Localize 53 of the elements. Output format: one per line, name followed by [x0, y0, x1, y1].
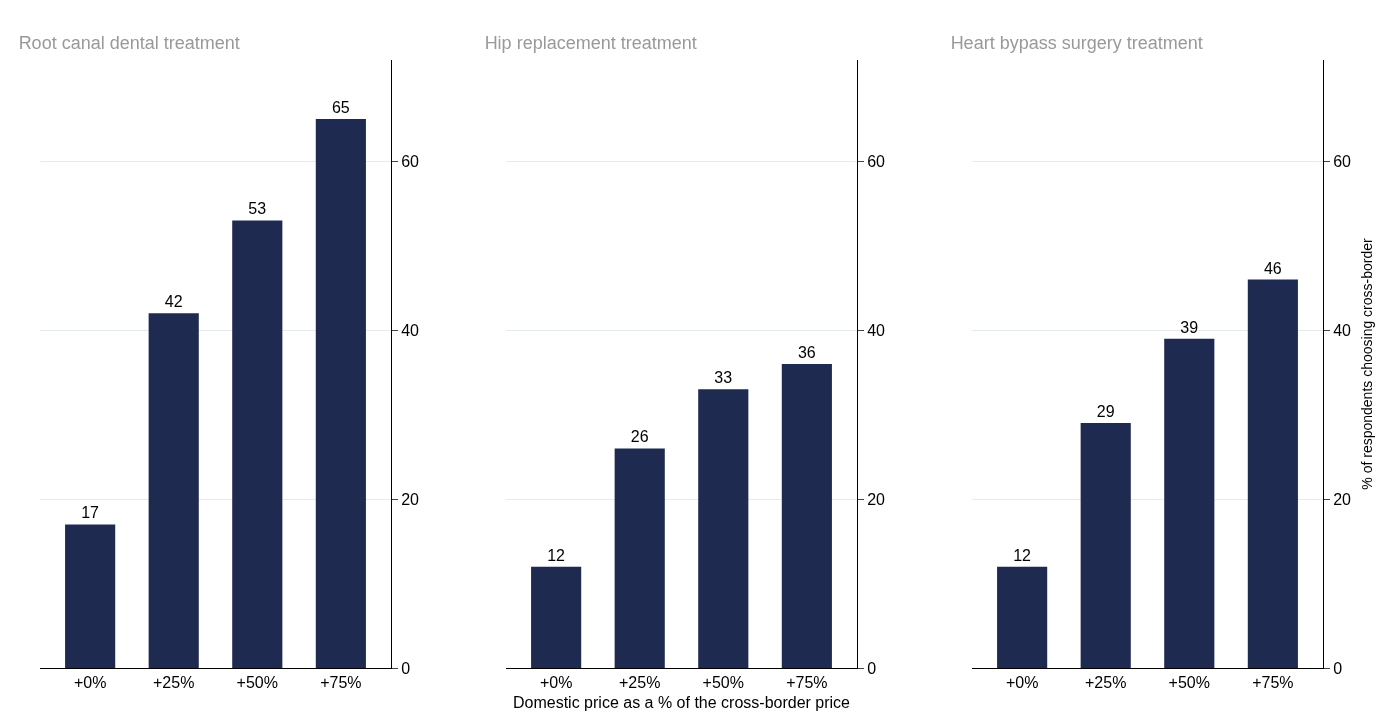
data-label: 42 [164, 293, 183, 311]
x-tick-label: +0% [1005, 674, 1039, 692]
y-tick-label: 60 [1333, 152, 1352, 170]
y-tick-label: 0 [1333, 659, 1343, 677]
data-label: 33 [714, 369, 733, 387]
bar [1164, 338, 1215, 668]
bar [148, 313, 199, 668]
data-label: 36 [797, 344, 816, 361]
y-axis-title: % of respondents choosing cross-border [1359, 237, 1376, 490]
y-tick-label: 0 [401, 659, 411, 677]
data-label: 29 [1096, 403, 1115, 421]
x-tick-label: +75% [786, 674, 828, 692]
bar [1080, 423, 1131, 668]
data-label: 53 [248, 200, 267, 218]
bar [781, 364, 832, 668]
data-label: 65 [331, 99, 350, 117]
bar [614, 448, 665, 668]
y-tick-label: 40 [401, 321, 420, 339]
y-tick-label: 60 [867, 152, 886, 170]
x-tick-label: +25% [1085, 674, 1127, 692]
x-tick-label: +50% [236, 674, 278, 692]
x-tick-label: +0% [73, 674, 107, 692]
y-tick-label: 20 [1333, 490, 1352, 508]
bar [531, 566, 582, 668]
x-tick-label: +25% [153, 674, 195, 692]
bar [997, 566, 1048, 668]
x-axis-title: Domestic price as a % of the cross-border price [512, 693, 851, 711]
y-tick-label: 20 [401, 490, 420, 508]
x-tick-label: +75% [320, 674, 362, 692]
x-tick-label: +50% [702, 674, 744, 692]
y-tick-label: 0 [867, 659, 877, 677]
x-tick-label: +25% [619, 674, 661, 692]
data-label: 12 [1013, 546, 1032, 564]
data-label: 39 [1180, 318, 1199, 336]
chart-title: Root canal dental treatment [18, 33, 240, 54]
x-tick-label: +75% [1252, 674, 1294, 692]
y-tick-label: 40 [1333, 321, 1352, 339]
chart-title: Heart bypass surgery treatment [950, 33, 1203, 54]
x-tick-label: +50% [1168, 674, 1210, 692]
y-tick-label: 60 [401, 152, 420, 170]
y-tick-label: 40 [867, 321, 886, 339]
data-label: 46 [1263, 259, 1282, 277]
bar [232, 220, 283, 668]
bar [315, 119, 366, 668]
x-tick-label: +0% [539, 674, 573, 692]
data-label: 26 [630, 428, 649, 446]
y-tick-label: 20 [867, 490, 886, 508]
data-label: 17 [81, 504, 100, 522]
data-label: 12 [547, 546, 566, 564]
chart-title: Hip replacement treatment [484, 33, 697, 54]
bar [698, 389, 749, 668]
bar [1247, 279, 1298, 668]
bar [65, 524, 116, 668]
